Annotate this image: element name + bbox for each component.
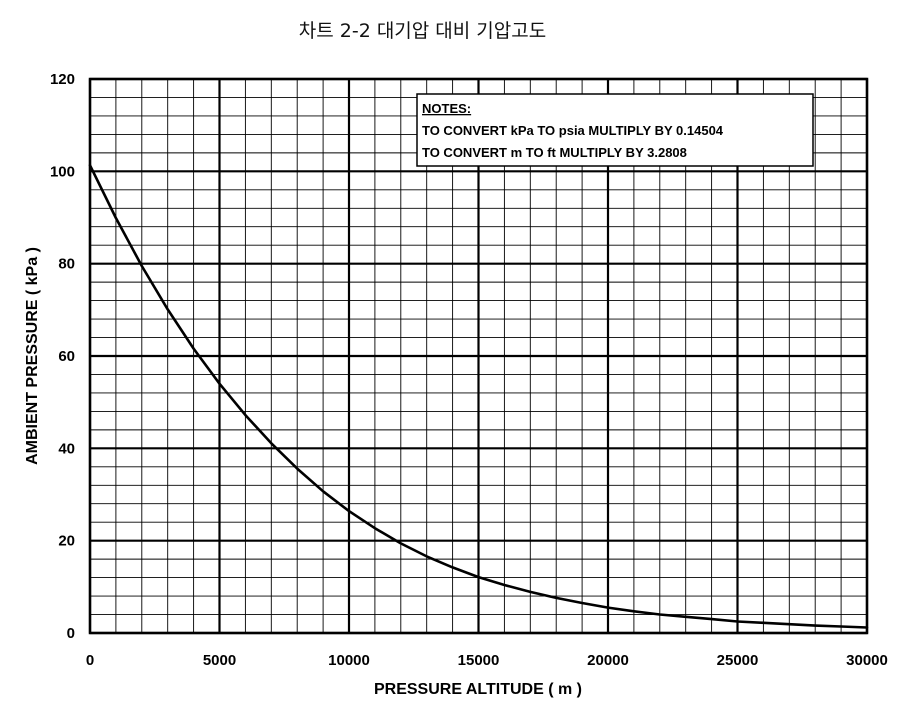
- chart-title: 차트 2-2 대기압 대비 기압고도: [298, 20, 547, 42]
- notes-box: NOTES: TO CONVERT kPa TO psia MULTIPLY B…: [416, 93, 814, 167]
- y-tick-label: 120: [50, 71, 75, 88]
- y-tick-label: 60: [58, 348, 75, 365]
- y-tick-label: 80: [58, 256, 75, 273]
- x-tick-label: 15000: [458, 652, 500, 669]
- x-tick-label: 25000: [717, 652, 759, 669]
- x-tick-label: 0: [86, 652, 94, 669]
- y-tick-label: 0: [67, 625, 75, 642]
- x-tick-label: 30000: [846, 652, 888, 669]
- plot-frame: [88, 77, 869, 635]
- notes-box-border: [416, 93, 814, 167]
- notes-heading: NOTES:: [422, 101, 471, 116]
- note-line-m: TO CONVERT m TO ft MULTIPLY BY 3.2808: [422, 145, 687, 160]
- y-tick-label: 40: [58, 440, 75, 457]
- y-axis-label: AMBIENT PRESSURE ( kPa ): [24, 247, 41, 465]
- pressure-curve: [88, 164, 869, 629]
- x-tick-label: 10000: [328, 652, 370, 669]
- x-axis-label: PRESSURE ALTITUDE ( m ): [374, 681, 582, 698]
- x-tick-label: 20000: [587, 652, 629, 669]
- note-line-kpa: TO CONVERT kPa TO psia MULTIPLY BY 0.145…: [422, 123, 724, 138]
- y-tick-label: 20: [58, 533, 75, 550]
- series-layer: [88, 164, 869, 629]
- x-tick-label: 5000: [203, 652, 236, 669]
- tick-labels: 0 5000 10000 15000 20000 25000 30000 0 20 40 60 80 1…: [50, 71, 888, 669]
- y-tick-label: 100: [50, 163, 75, 180]
